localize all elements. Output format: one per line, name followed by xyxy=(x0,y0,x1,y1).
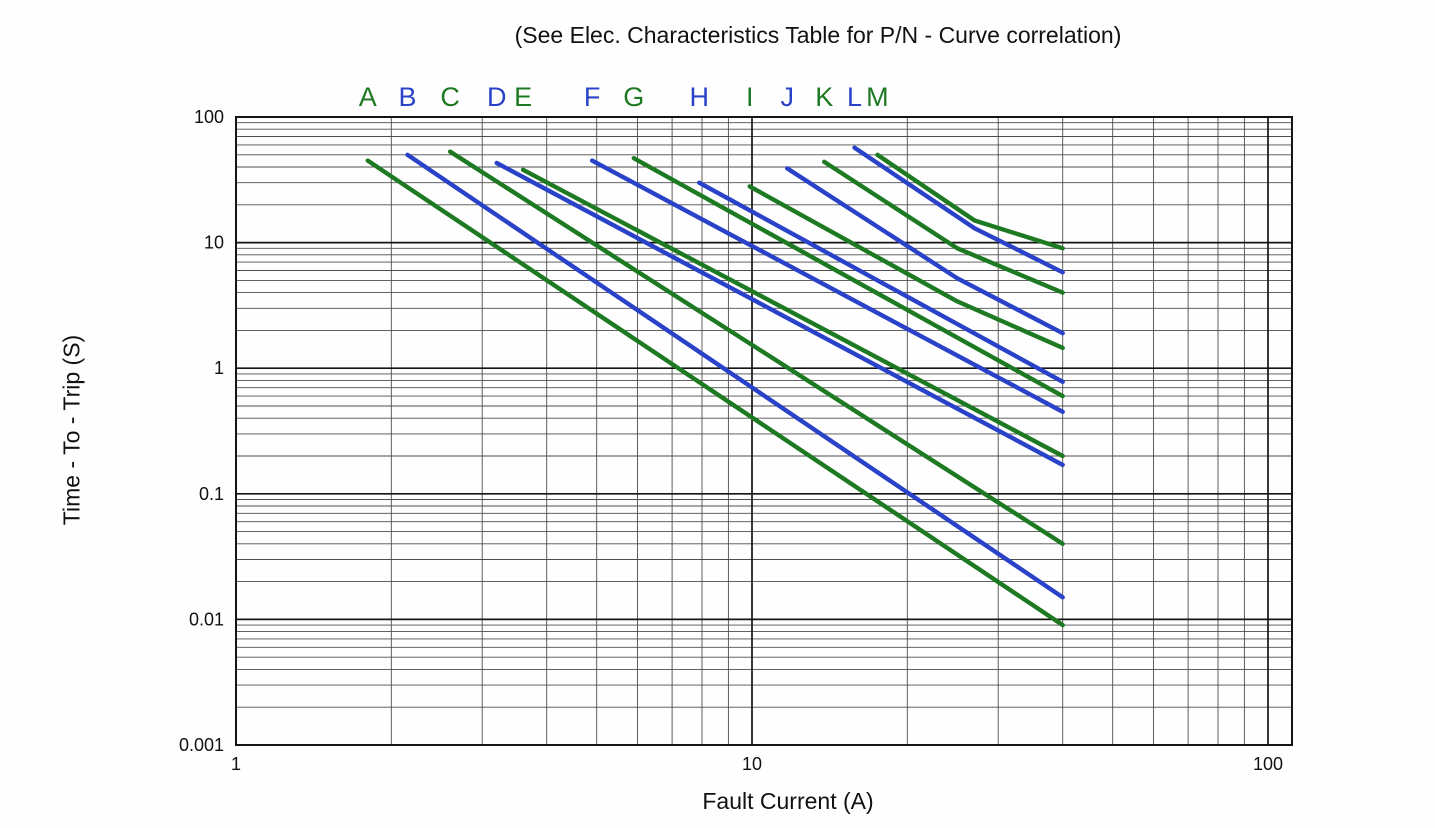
x-tick-100: 100 xyxy=(1253,754,1283,774)
curve-label-J: J xyxy=(780,82,794,112)
x-tick-10: 10 xyxy=(742,754,762,774)
x-tick-1: 1 xyxy=(231,754,241,774)
curve-label-F: F xyxy=(584,82,601,112)
plot-frame xyxy=(235,116,1293,746)
chart-title: (See Elec. Characteristics Table for P/N… xyxy=(514,22,1122,48)
trip-curve-E xyxy=(520,167,1065,459)
curve-label-M: M xyxy=(866,82,889,112)
trip-curve-K xyxy=(822,159,1065,295)
trip-curve-I xyxy=(747,184,1065,351)
curve-label-E: E xyxy=(514,82,532,112)
x-axis-title: Fault Current (A) xyxy=(702,788,874,814)
trip-curve-A xyxy=(365,158,1065,628)
trip-curve-B xyxy=(405,152,1065,600)
curve-label-I: I xyxy=(746,82,754,112)
curve-label-G: G xyxy=(623,82,644,112)
y-tick-0.001: 0.001 xyxy=(179,735,224,755)
trip-curve-L xyxy=(852,145,1065,275)
trip-curve-J xyxy=(785,166,1065,336)
trip-curve-M xyxy=(875,152,1065,251)
trip-curve-D xyxy=(494,160,1065,468)
trip-curve-H xyxy=(697,180,1065,384)
trip-curve-C xyxy=(447,149,1065,546)
y-tick-1: 1 xyxy=(214,358,224,378)
y-tick-0.1: 0.1 xyxy=(199,484,224,504)
y-tick-100: 100 xyxy=(194,107,224,127)
y-tick-10: 10 xyxy=(204,233,224,253)
trip-curve-G xyxy=(631,155,1065,399)
curve-label-D: D xyxy=(487,82,507,112)
trip-curve-F xyxy=(589,158,1065,414)
curve-label-K: K xyxy=(815,82,833,112)
curve-label-A: A xyxy=(359,82,377,112)
curve-label-L: L xyxy=(847,82,862,112)
y-tick-0.01: 0.01 xyxy=(189,609,224,629)
curve-label-C: C xyxy=(440,82,460,112)
curve-label-B: B xyxy=(398,82,416,112)
curve-label-H: H xyxy=(689,82,709,112)
